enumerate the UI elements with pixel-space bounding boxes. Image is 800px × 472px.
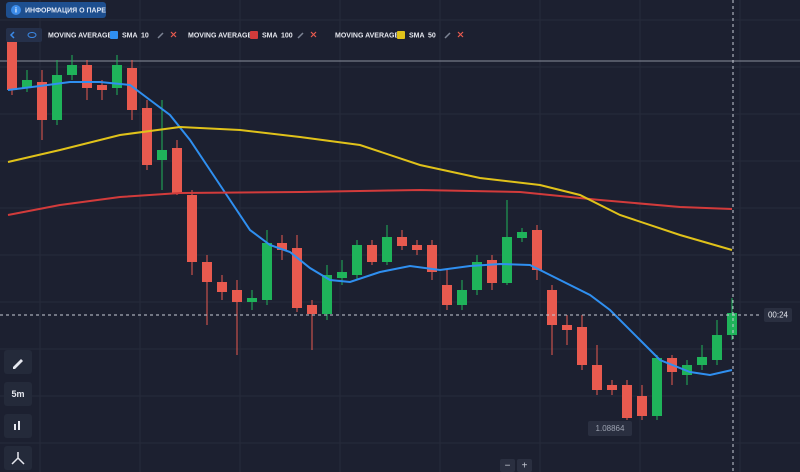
- zoom-in-button[interactable]: [517, 459, 532, 472]
- candle-body: [427, 245, 437, 272]
- indicator-period: 50: [428, 32, 436, 39]
- candle-body: [592, 365, 602, 390]
- info-button-label: ИНФОРМАЦИЯ О ПАРЕ: [25, 7, 106, 14]
- indicator-period: 10: [141, 32, 149, 39]
- candle-body: [232, 290, 242, 302]
- candle-body: [562, 325, 572, 330]
- candle-body: [97, 85, 107, 90]
- candle-body: [442, 285, 452, 305]
- candle-body: [292, 248, 302, 308]
- remove-icon: [457, 31, 464, 38]
- sma-line: [7, 125, 733, 251]
- candle-body: [397, 237, 407, 246]
- indicator-swatch: [250, 31, 258, 39]
- candle-body: [247, 298, 257, 302]
- candle-body: [172, 148, 182, 193]
- indicator-name: MOVING AVERAGE: [48, 32, 113, 39]
- candle-body: [37, 82, 47, 120]
- candle-body: [352, 245, 362, 275]
- candle-body: [142, 108, 152, 165]
- candle-body: [712, 335, 722, 360]
- candle-body: [502, 237, 512, 283]
- pencil-icon: [13, 359, 23, 369]
- edit-icon: [297, 32, 304, 39]
- candle-body: [337, 272, 347, 278]
- edit-icon: [444, 32, 451, 39]
- candle-body: [262, 243, 272, 300]
- candle-body: [202, 262, 212, 282]
- candle-body: [217, 282, 227, 292]
- candle-body: [622, 385, 632, 418]
- cursor-label-box: [588, 421, 632, 436]
- indicator-type: SMA: [409, 32, 425, 39]
- candle-body: [127, 68, 137, 110]
- candle-body: [577, 327, 587, 365]
- indicator-type: SMA: [262, 32, 278, 39]
- collapse-icon: [9, 31, 15, 39]
- candle-body: [187, 195, 197, 262]
- legend: MOVING AVERAGE SMA 10 MOVING AVERAGE SMA 100 M…: [48, 31, 464, 39]
- candle-body: [67, 65, 77, 75]
- legend-toggle[interactable]: [6, 28, 42, 42]
- indicator-swatch: [397, 31, 405, 39]
- candle-body: [112, 65, 122, 88]
- left-toolbar: 5m: [4, 350, 32, 470]
- zoom-out-button[interactable]: [500, 459, 515, 472]
- candle-body: [412, 245, 422, 250]
- candle-body: [457, 290, 467, 305]
- indicators-icon: [11, 452, 25, 465]
- remove-icon: [170, 31, 177, 38]
- candle-body: [472, 262, 482, 290]
- indicator-type: SMA: [122, 32, 138, 39]
- indicator-name: MOVING AVERAGE: [335, 32, 400, 39]
- candle-body: [277, 243, 287, 250]
- candle-body: [652, 358, 662, 416]
- indicator-name: MOVING AVERAGE: [188, 32, 253, 39]
- candles: [7, 30, 737, 420]
- cursor-label: 1.08864: [596, 424, 625, 433]
- candle-body: [532, 230, 542, 270]
- eye-icon: [27, 32, 37, 38]
- zoom-out-label: −: [505, 461, 511, 472]
- candle-body: [547, 290, 557, 325]
- indicator-swatch: [110, 31, 118, 39]
- candle-body: [727, 313, 737, 335]
- indicator-period: 100: [281, 32, 293, 39]
- remove-icon: [310, 31, 317, 38]
- info-button[interactable]: [6, 2, 106, 18]
- sma-line: [7, 188, 733, 216]
- zoom-in-label: +: [522, 461, 528, 472]
- edit-icon: [157, 32, 164, 39]
- candle-body: [487, 260, 497, 283]
- candle-body: [7, 40, 17, 90]
- candle-body: [307, 305, 317, 314]
- timeframe-label: 5m: [11, 389, 24, 399]
- candle-body: [22, 80, 32, 88]
- candle-body: [517, 232, 527, 238]
- chart-type-icon: [18, 421, 20, 430]
- chart-type-icon: [14, 424, 16, 430]
- candle-body: [697, 357, 707, 365]
- candle-body: [82, 65, 92, 88]
- candle-body: [382, 237, 392, 262]
- info-icon-glyph: i: [15, 7, 17, 14]
- candle-body: [607, 385, 617, 390]
- info-icon: [11, 5, 21, 15]
- candle-body: [637, 396, 647, 416]
- candle-body: [322, 275, 332, 314]
- candle-body: [52, 75, 62, 120]
- price-label-box: [764, 308, 792, 322]
- price-label: 00:24: [768, 311, 789, 320]
- candle-body: [367, 245, 377, 262]
- candle-body: [157, 150, 167, 160]
- timeframe-button[interactable]: [4, 382, 32, 406]
